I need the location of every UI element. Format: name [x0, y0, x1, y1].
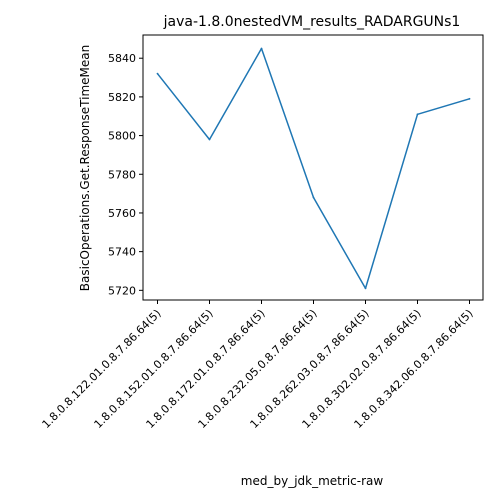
series-layer — [157, 48, 471, 290]
data-point — [417, 113, 419, 115]
chart-title: java-1.8.0nestedVM_results_RADARGUNs1 — [163, 14, 461, 30]
plot-area — [143, 35, 483, 300]
data-point — [261, 48, 263, 50]
y-tick-label: 5740 — [108, 246, 136, 259]
data-point — [365, 287, 367, 289]
y-tick-label: 5800 — [108, 130, 136, 143]
data-point — [313, 197, 315, 199]
y-tick-label: 5820 — [108, 91, 136, 104]
x-axis-label: med_by_jdk_metric-raw — [241, 474, 384, 488]
y-tick-label: 5760 — [108, 207, 136, 220]
data-point — [157, 73, 159, 75]
series-line — [158, 49, 470, 289]
y-axis-label: BasicOperations.Get.ResponseTimeMean — [78, 45, 92, 291]
y-tick-label: 5780 — [108, 168, 136, 181]
y-tick-label: 5840 — [108, 52, 136, 65]
x-axis: 1.8.0.8.122.01.0.8.7.86.64(5)1.8.0.8.152… — [40, 300, 476, 431]
data-point — [209, 139, 211, 141]
y-axis: 5720 5740 5760 5780 5800 5820 5840 — [108, 52, 143, 297]
y-tick-label: 5720 — [108, 284, 136, 297]
data-point — [469, 98, 471, 100]
